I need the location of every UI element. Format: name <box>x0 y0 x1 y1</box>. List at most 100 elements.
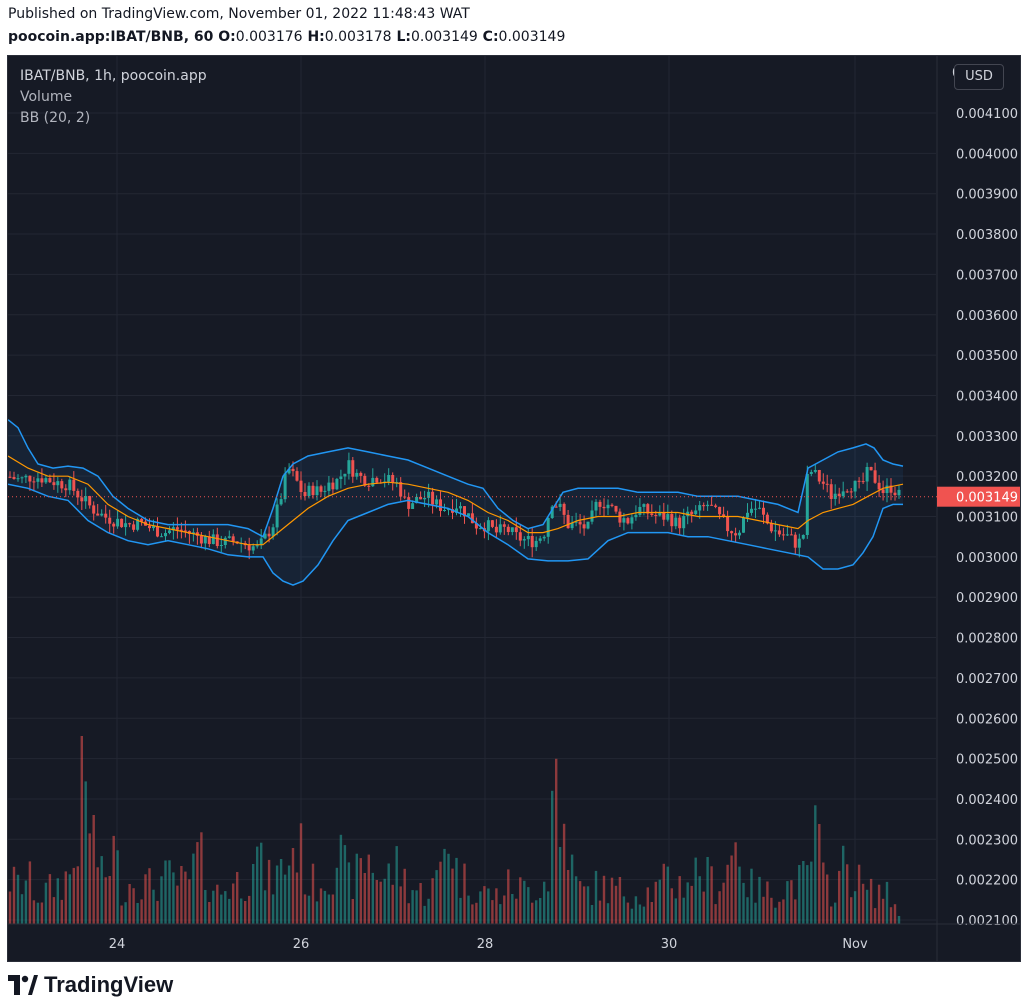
volume-bar <box>232 883 235 924</box>
volume-bar <box>586 886 590 924</box>
volume-bar <box>116 850 119 924</box>
candle-body <box>175 527 179 530</box>
candle-body <box>128 523 132 525</box>
legend-volume[interactable]: Volume <box>20 89 73 105</box>
volume-bar <box>339 834 343 924</box>
volume-bar <box>539 898 542 924</box>
volume-bar <box>128 884 131 924</box>
candle-body <box>24 475 28 478</box>
grid <box>8 56 936 924</box>
candle-body <box>849 491 853 493</box>
volume-bar <box>606 903 610 924</box>
candle-body <box>463 506 466 517</box>
candle-body <box>32 481 36 483</box>
volume-bar <box>582 886 586 924</box>
candle-body <box>594 501 598 511</box>
bb-lower-line <box>8 483 903 586</box>
candle-body <box>781 534 785 536</box>
volume-bar <box>702 891 705 924</box>
volume-bar <box>861 883 865 924</box>
chart-title: IBAT/BNB, 1h, poocoin.app <box>20 68 207 84</box>
candle-body <box>132 524 136 530</box>
candle-body <box>439 499 442 511</box>
candle-body <box>435 499 439 505</box>
volume-bar <box>387 863 390 924</box>
volume-bar <box>156 900 159 924</box>
price-chart[interactable]: 0.004100 0.004000 0.003900 0.003800 0.003700… <box>8 56 1020 961</box>
y-tick-label: 0.003900 <box>956 188 1018 203</box>
volume-bar <box>495 888 498 924</box>
volume-bar <box>706 857 709 924</box>
volume-bar <box>463 863 466 924</box>
candle-body <box>227 536 231 538</box>
candle-body <box>319 486 323 492</box>
volume-bar <box>124 902 127 924</box>
candle-body <box>279 499 283 505</box>
candle-body <box>231 536 235 542</box>
volume-bar <box>574 876 578 924</box>
volume-bar <box>100 856 103 924</box>
volume-bar <box>578 881 582 924</box>
candle-body <box>455 508 458 513</box>
candle-body <box>168 530 171 533</box>
candle-body <box>415 496 419 504</box>
candle-body <box>36 478 40 482</box>
volume-bar <box>718 891 721 924</box>
candle-body <box>518 532 522 541</box>
candle-body <box>259 538 263 546</box>
currency-button[interactable]: USD <box>954 64 1004 90</box>
volume-bar <box>598 900 602 924</box>
candle-body <box>323 490 327 492</box>
tradingview-logo-icon <box>8 975 38 995</box>
volume-bar <box>291 848 295 924</box>
volume-bar <box>877 884 881 924</box>
candle-body <box>574 521 578 523</box>
candle-body <box>610 504 614 506</box>
volume-bar <box>467 895 470 924</box>
volume-bar <box>762 896 765 924</box>
y-tick-label: 0.002800 <box>956 632 1018 647</box>
volume-bar <box>120 905 123 924</box>
volume-bar <box>750 868 753 924</box>
volume-bar <box>323 890 327 924</box>
candle-body <box>494 526 498 533</box>
candle-body <box>710 504 714 506</box>
volume-bar <box>343 845 347 924</box>
candle-body <box>682 516 686 529</box>
candle-body <box>311 485 315 496</box>
legend-bollinger-bands[interactable]: BB (20, 2) <box>20 110 91 126</box>
ohlc-high-value: 0.003178 <box>324 29 392 45</box>
volume-bar <box>479 891 482 924</box>
candle-body <box>247 545 251 551</box>
volume-bar <box>244 901 247 924</box>
volume-bar <box>630 908 634 924</box>
y-tick-label: 0.002400 <box>956 793 1018 808</box>
chart-panel[interactable]: 0.004100 0.004000 0.003900 0.003800 0.003700… <box>7 55 1021 962</box>
volume-bar <box>770 897 773 924</box>
candle-body <box>718 506 722 515</box>
bb-fill <box>8 419 903 586</box>
candle-body <box>797 538 801 548</box>
volume-bar <box>359 858 362 924</box>
candle-body <box>857 480 861 482</box>
volume-bar <box>263 890 267 924</box>
volume-bar <box>558 847 562 924</box>
volume-bar <box>810 861 813 924</box>
volume-bar <box>774 907 777 924</box>
volume-bar <box>642 906 646 924</box>
candle-body <box>116 518 120 527</box>
candle-body <box>765 514 769 524</box>
y-tick-label: 0.003700 <box>956 268 1018 283</box>
volume-bar <box>427 898 430 924</box>
candle-body <box>20 477 24 479</box>
volume-bar <box>511 894 514 924</box>
candle-body <box>602 506 606 509</box>
candle-body <box>88 496 92 506</box>
candle-body <box>327 482 331 491</box>
candle-body <box>92 505 96 514</box>
volume-bar <box>347 862 351 924</box>
axes: 0.004100 0.004000 0.003900 0.003800 0.003700… <box>8 56 1020 961</box>
candle-body <box>467 513 470 517</box>
volume-bar <box>742 882 745 924</box>
candle-body <box>263 533 267 539</box>
